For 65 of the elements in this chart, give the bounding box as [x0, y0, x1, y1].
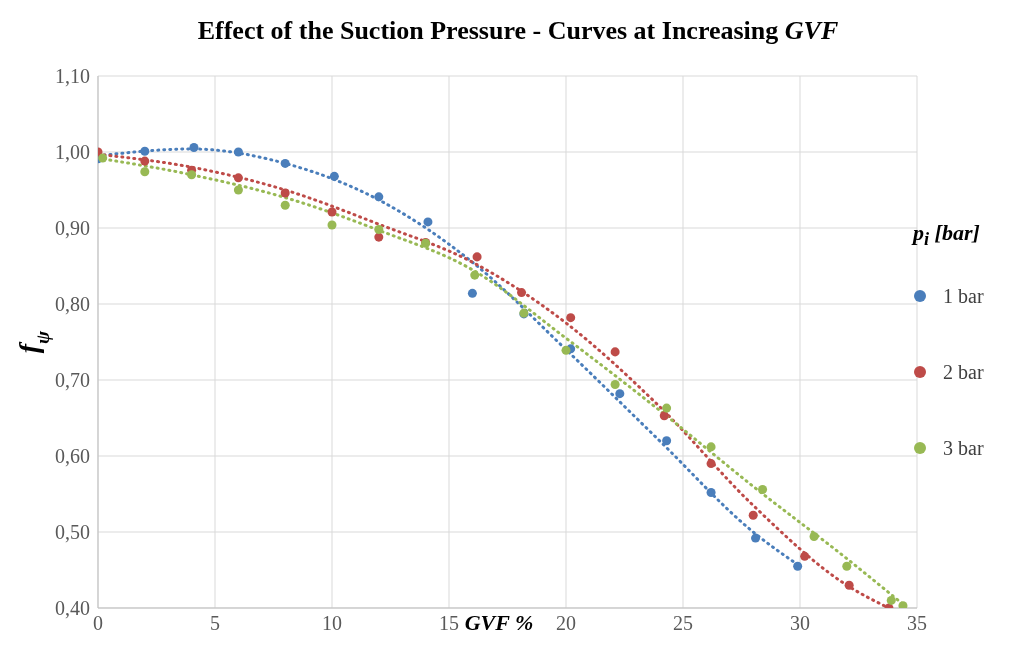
point	[329, 171, 339, 181]
point	[793, 561, 803, 571]
legend-label: 3 bar	[943, 436, 984, 460]
point	[233, 173, 243, 183]
point	[280, 188, 290, 198]
point	[327, 207, 337, 217]
point	[610, 380, 620, 390]
y-tick-label: 0,40	[55, 597, 90, 620]
point	[140, 156, 150, 166]
legend-title: p$_{i}$ [bar]	[913, 220, 980, 250]
point	[189, 142, 199, 152]
y-tick-label: 0,50	[55, 521, 90, 544]
point	[470, 270, 480, 280]
point	[751, 533, 761, 543]
point	[140, 167, 150, 177]
point	[706, 442, 716, 452]
point	[517, 288, 527, 298]
point	[809, 532, 819, 542]
x-axis-title: GVF %	[464, 610, 534, 635]
point	[423, 217, 433, 227]
legend-label: 1 bar	[943, 284, 984, 308]
point	[842, 561, 852, 571]
point	[706, 459, 716, 469]
point	[662, 403, 672, 413]
x-tick-label: 30	[790, 612, 810, 635]
point	[467, 288, 477, 298]
point	[374, 225, 384, 235]
x-tick-label: 15	[439, 612, 459, 635]
legend-label: 2 bar	[943, 360, 984, 384]
point	[472, 252, 482, 262]
point	[233, 147, 243, 157]
y-tick-label: 0,90	[55, 217, 90, 240]
y-tick-label: 0,60	[55, 445, 90, 468]
point	[140, 146, 150, 156]
y-tick-label: 1,10	[55, 65, 90, 88]
point	[706, 487, 716, 497]
x-tick-label: 25	[673, 612, 693, 635]
x-tick-label: 0	[93, 612, 103, 635]
point	[800, 551, 810, 561]
point	[662, 436, 672, 446]
point	[280, 200, 290, 210]
point	[615, 389, 625, 399]
point	[327, 220, 337, 230]
point	[187, 170, 197, 180]
x-tick-label: 20	[556, 612, 576, 635]
x-tick-label: 35	[907, 612, 927, 635]
point	[374, 192, 384, 202]
point	[758, 484, 768, 494]
y-tick-label: 1,00	[55, 141, 90, 164]
x-tick-label: 10	[322, 612, 342, 635]
point	[898, 601, 908, 608]
point	[233, 185, 243, 195]
y-tick-label: 0,70	[55, 369, 90, 392]
point	[748, 510, 758, 520]
point	[561, 345, 571, 355]
y-tick-label: 0,80	[55, 293, 90, 316]
x-tick-label: 5	[210, 612, 220, 635]
point	[610, 347, 620, 357]
point	[844, 580, 854, 590]
chart-title: Effect of the Suction Pressure - Curves at Increasing GVF	[197, 16, 839, 45]
point	[280, 158, 290, 168]
point	[98, 153, 108, 163]
point	[566, 313, 576, 323]
point	[886, 595, 896, 605]
point	[659, 411, 669, 421]
